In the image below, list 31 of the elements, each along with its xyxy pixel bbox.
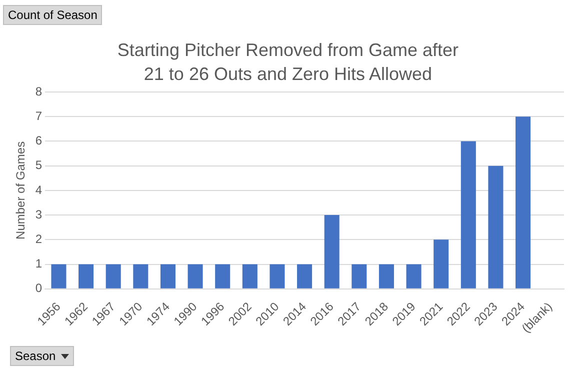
bar — [160, 264, 176, 288]
y-tick-label: 8 — [35, 84, 42, 98]
y-tick-label: 6 — [35, 134, 42, 148]
bar — [516, 116, 531, 288]
bar — [297, 264, 312, 288]
bar — [324, 215, 340, 288]
y-tick-label: 4 — [35, 182, 42, 197]
bar — [133, 264, 148, 288]
bar — [406, 264, 422, 288]
bar — [434, 240, 449, 288]
bar — [488, 166, 504, 288]
y-tick-label: 0 — [35, 281, 42, 296]
bar — [378, 264, 394, 288]
chart-title: Starting Pitcher Removed from Game after 21 to 26 Outs and Zero Hits Allowed — [116, 39, 460, 86]
y-tick-label: 5 — [35, 158, 42, 172]
bar — [460, 141, 476, 288]
bar — [242, 264, 258, 288]
text: Count of Season — [3, 5, 102, 25]
y-tick-label: 7 — [35, 108, 42, 123]
bar — [78, 264, 94, 288]
bar — [352, 264, 367, 288]
bar — [270, 264, 285, 288]
y-tick-label: 2 — [35, 232, 42, 246]
bar — [51, 264, 66, 288]
bar — [215, 264, 230, 288]
y-tick-label: 1 — [35, 256, 42, 271]
bar — [106, 264, 121, 288]
y-tick-label: 3 — [35, 207, 42, 222]
y-axis-title: Number of Games — [14, 141, 28, 240]
bar — [188, 264, 203, 288]
text: Season — [15, 349, 56, 363]
